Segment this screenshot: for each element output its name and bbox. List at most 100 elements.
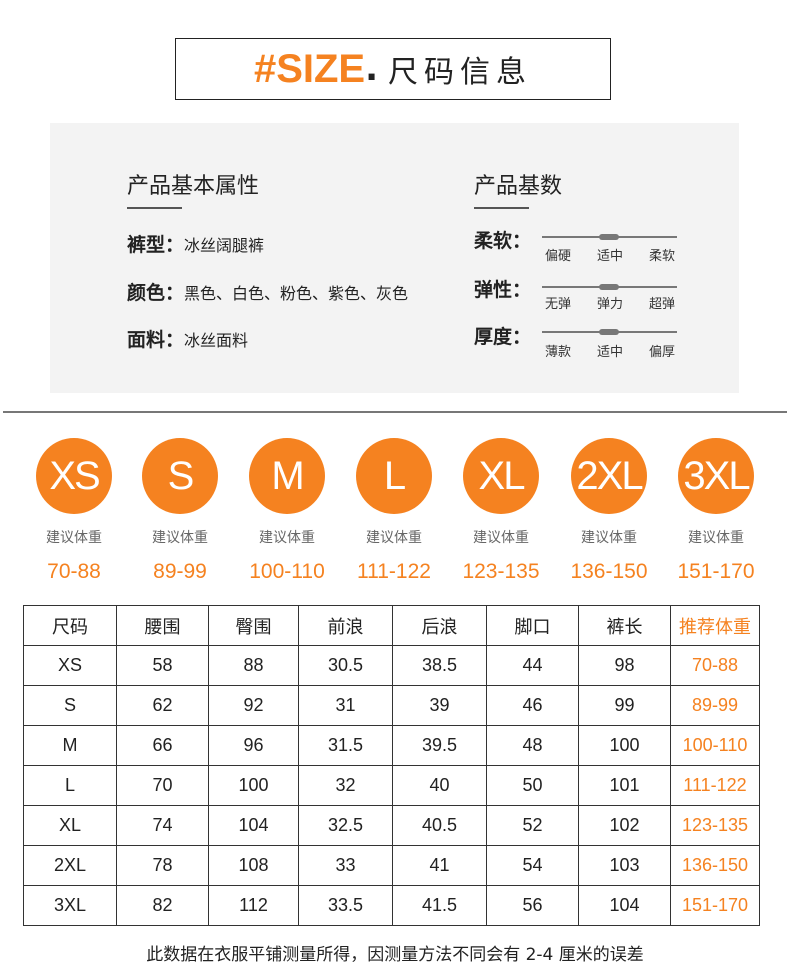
weight-label: 建议体重 <box>473 530 529 546</box>
attr-value: 冰丝面料 <box>184 331 249 350</box>
attr-row: 颜色：黑色、白色、粉色、紫色、灰色 <box>127 278 408 305</box>
scale-indicator <box>599 329 619 335</box>
basic-underline <box>127 207 182 209</box>
table-cell: 151-170 <box>670 885 760 926</box>
basic-heading: 产品基本属性 <box>127 174 260 199</box>
table-cell: 99 <box>578 685 671 726</box>
param-scale <box>542 234 677 240</box>
size-badge: 2XL <box>571 438 647 514</box>
table-cell: 33.5 <box>298 885 393 926</box>
table-cell: 40.5 <box>392 805 487 846</box>
params-underline <box>474 207 529 209</box>
table-cell: L <box>23 765 117 806</box>
weight-label: 建议体重 <box>366 530 422 546</box>
table-cell: 70 <box>116 765 209 806</box>
title-en: SIZE <box>276 46 366 91</box>
table-cell: 104 <box>208 805 299 846</box>
attr-label: 颜色： <box>127 282 185 304</box>
column-header: 推荐体重 <box>670 605 760 646</box>
table-cell: 31 <box>298 685 393 726</box>
measurement-note: 此数据在衣服平铺测量所得，因测量方法不同会有 2-4 厘米的误差 <box>146 945 644 965</box>
table-cell: 123-135 <box>670 805 760 846</box>
table-cell: M <box>23 725 117 766</box>
attr-row: 裤型：冰丝阔腿裤 <box>127 230 264 257</box>
weight-label: 建议体重 <box>688 530 744 546</box>
attr-label: 面料： <box>127 329 185 351</box>
table-row: M 66 96 31.5 39.5 48 100 100-110 <box>23 725 760 766</box>
param-scale <box>542 284 677 290</box>
param-scale <box>542 329 677 335</box>
attr-value: 黑色、白色、粉色、紫色、灰色 <box>184 284 409 303</box>
attr-row: 面料：冰丝面料 <box>127 325 248 352</box>
weight-range: 151-170 <box>677 560 755 583</box>
table-cell: 32 <box>298 765 393 806</box>
table-cell: 50 <box>486 765 579 806</box>
size-badge: XL <box>463 438 539 514</box>
table-cell: 82 <box>116 885 209 926</box>
column-header: 脚口 <box>486 605 579 646</box>
table-cell: 41 <box>392 845 487 886</box>
table-cell: 30.5 <box>298 645 393 686</box>
weight-label: 建议体重 <box>259 530 315 546</box>
table-row: XS 58 88 30.5 38.5 44 98 70-88 <box>23 645 760 686</box>
weight-range: 70-88 <box>47 560 101 583</box>
size-table: 尺码 腰围 臀围 前浪 后浪 脚口 裤长 推荐体重 XS 58 88 30.5 38.5 44 98 70-8… <box>23 605 760 926</box>
table-cell: 32.5 <box>298 805 393 846</box>
table-cell: 41.5 <box>392 885 487 926</box>
table-cell: XL <box>23 805 117 846</box>
table-cell: 46 <box>486 685 579 726</box>
attr-value: 冰丝阔腿裤 <box>184 236 265 255</box>
table-row: 3XL 82 112 33.5 41.5 56 104 151-170 <box>23 885 760 926</box>
table-cell: 100-110 <box>670 725 760 766</box>
column-header: 后浪 <box>392 605 487 646</box>
attributes-panel <box>50 123 739 393</box>
column-header: 臀围 <box>208 605 299 646</box>
weight-range: 100-110 <box>249 560 325 583</box>
table-cell: 101 <box>578 765 671 806</box>
table-row: L 70 100 32 40 50 101 111-122 <box>23 765 760 806</box>
table-cell: 103 <box>578 845 671 886</box>
size-badge: M <box>249 438 325 514</box>
table-cell: 89-99 <box>670 685 760 726</box>
scale-indicator <box>599 284 619 290</box>
table-cell: 96 <box>208 725 299 766</box>
title-hash: # <box>253 46 277 91</box>
table-cell: 88 <box>208 645 299 686</box>
table-cell: 108 <box>208 845 299 886</box>
table-cell: 39.5 <box>392 725 487 766</box>
table-cell: 54 <box>486 845 579 886</box>
table-row: S 62 92 31 39 46 99 89-99 <box>23 685 760 726</box>
weight-range: 111-122 <box>357 560 431 583</box>
table-cell: 40 <box>392 765 487 806</box>
divider <box>3 411 787 413</box>
table-cell: 66 <box>116 725 209 766</box>
table-cell: 58 <box>116 645 209 686</box>
scale-indicator <box>599 234 619 240</box>
scale-tick: 适中 <box>597 249 624 264</box>
table-cell: 102 <box>578 805 671 846</box>
table-cell: 136-150 <box>670 845 760 886</box>
scale-tick: 弹力 <box>597 297 624 312</box>
column-header: 裤长 <box>578 605 671 646</box>
param-label: 柔软： <box>474 230 532 252</box>
size-badge: 3XL <box>678 438 754 514</box>
table-cell: 112 <box>208 885 299 926</box>
scale-tick: 薄款 <box>545 345 572 360</box>
table-cell: 31.5 <box>298 725 393 766</box>
column-header: 尺码 <box>23 605 117 646</box>
table-cell: 48 <box>486 725 579 766</box>
table-cell: 100 <box>208 765 299 806</box>
size-badge: S <box>142 438 218 514</box>
table-cell: 44 <box>486 645 579 686</box>
table-cell: 33 <box>298 845 393 886</box>
table-cell: 104 <box>578 885 671 926</box>
table-cell: 98 <box>578 645 671 686</box>
table-row: 2XL 78 108 33 41 54 103 136-150 <box>23 845 760 886</box>
param-label: 厚度： <box>474 326 532 348</box>
weight-range: 89-99 <box>153 560 207 583</box>
table-cell: 39 <box>392 685 487 726</box>
table-cell: 56 <box>486 885 579 926</box>
param-label: 弹性： <box>474 279 532 301</box>
table-cell: 52 <box>486 805 579 846</box>
table-cell: 78 <box>116 845 209 886</box>
